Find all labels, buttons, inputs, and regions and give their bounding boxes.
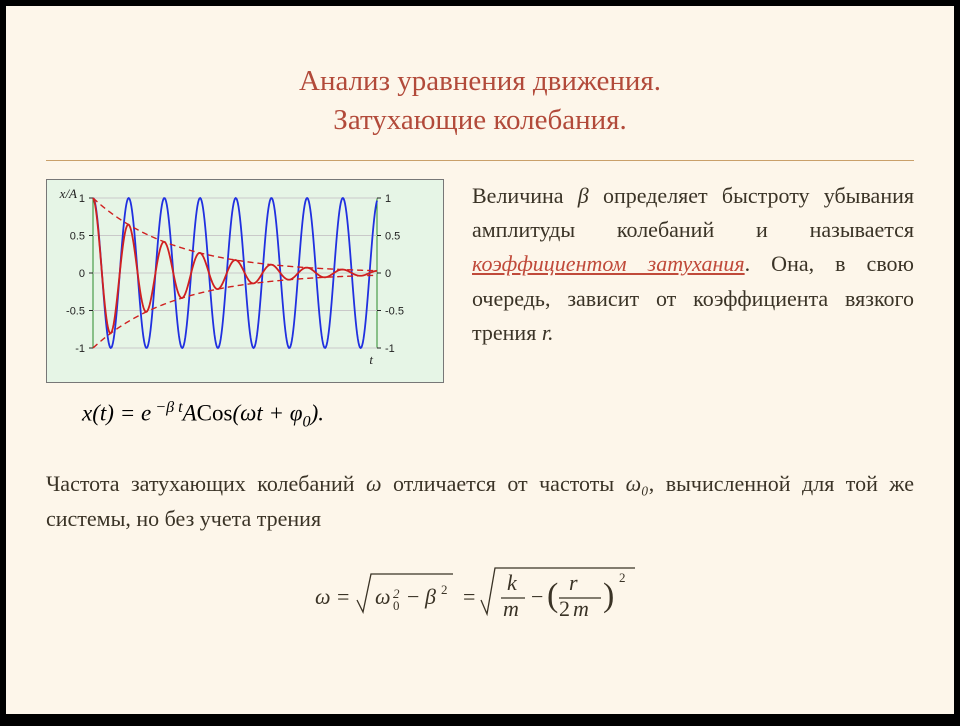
title-block: Анализ уравнения движения. Затухающие ко… [6, 6, 954, 152]
svg-text:=: = [463, 584, 475, 609]
paragraph-beta: Величина β определяет быстроту убывания … [472, 179, 914, 431]
svg-text:-1: -1 [75, 343, 85, 355]
svg-text:0.5: 0.5 [385, 231, 400, 243]
svg-text:x/A: x/A [59, 188, 77, 201]
svg-text:−: − [407, 584, 419, 609]
r-symbol: r. [542, 320, 554, 345]
svg-text:-0.5: -0.5 [66, 306, 85, 318]
beta-symbol: β [578, 183, 589, 208]
svg-text:0: 0 [385, 268, 391, 280]
svg-text:−: − [531, 584, 543, 609]
svg-text:-0.5: -0.5 [385, 306, 404, 318]
svg-text:2: 2 [441, 582, 448, 597]
svg-text:0: 0 [79, 268, 85, 280]
svg-text:1: 1 [79, 193, 85, 205]
svg-text:m: m [503, 596, 519, 621]
omega0-symbol: ω₀ [626, 471, 649, 496]
svg-text:2: 2 [619, 570, 626, 585]
chart-frame: 1 1 0.5 0.5 0 0 -0.5 -0.5 -1 -1 x/A t [46, 179, 444, 383]
slide: Анализ уравнения движения. Затухающие ко… [6, 6, 954, 714]
svg-text:): ) [603, 577, 614, 614]
svg-text:0: 0 [393, 598, 400, 613]
equation-omega: ω = ω20 − β2 = k m − ( r 2m ) [6, 560, 954, 635]
equation-xoft: x(t) = e −β tACos(ωt + φ0). [46, 399, 444, 431]
svg-text:1: 1 [385, 193, 391, 205]
title-line-1: Анализ уравнения движения. [46, 62, 914, 101]
svg-text:2: 2 [559, 596, 570, 621]
formula-omega-svg: ω = ω20 − β2 = k m − ( r 2m ) [315, 560, 645, 630]
chart-column: 1 1 0.5 0.5 0 0 -0.5 -0.5 -1 -1 x/A t x(t) = e −β t… [46, 179, 444, 431]
svg-text:=: = [337, 584, 349, 609]
p1-pre: Величина [472, 183, 578, 208]
svg-text:t: t [369, 352, 373, 367]
svg-text:m: m [573, 596, 589, 621]
svg-text:r: r [569, 570, 578, 595]
damped-oscillation-chart: 1 1 0.5 0.5 0 0 -0.5 -0.5 -1 -1 x/A t [57, 188, 411, 368]
svg-text:k: k [507, 570, 518, 595]
svg-text:β: β [424, 584, 436, 609]
content-row: 1 1 0.5 0.5 0 0 -0.5 -0.5 -1 -1 x/A t x(t) = e −β t… [6, 161, 954, 431]
svg-text:0.5: 0.5 [70, 231, 85, 243]
svg-text:ω: ω [375, 584, 391, 609]
omega-symbol: ω [366, 471, 382, 496]
paragraph-omega: Частота затухающих колебаний ω отличаетс… [6, 432, 954, 536]
title-line-2: Затухающие колебания. [46, 101, 914, 140]
p2-pre: Частота затухающих колебаний [46, 471, 366, 496]
svg-text:ω: ω [315, 584, 331, 609]
svg-text:(: ( [547, 577, 558, 614]
svg-text:-1: -1 [385, 343, 395, 355]
p2-mid: отличается от частоты [382, 471, 626, 496]
keyword-damping-coeff: коэффициентом затухания [472, 251, 745, 276]
